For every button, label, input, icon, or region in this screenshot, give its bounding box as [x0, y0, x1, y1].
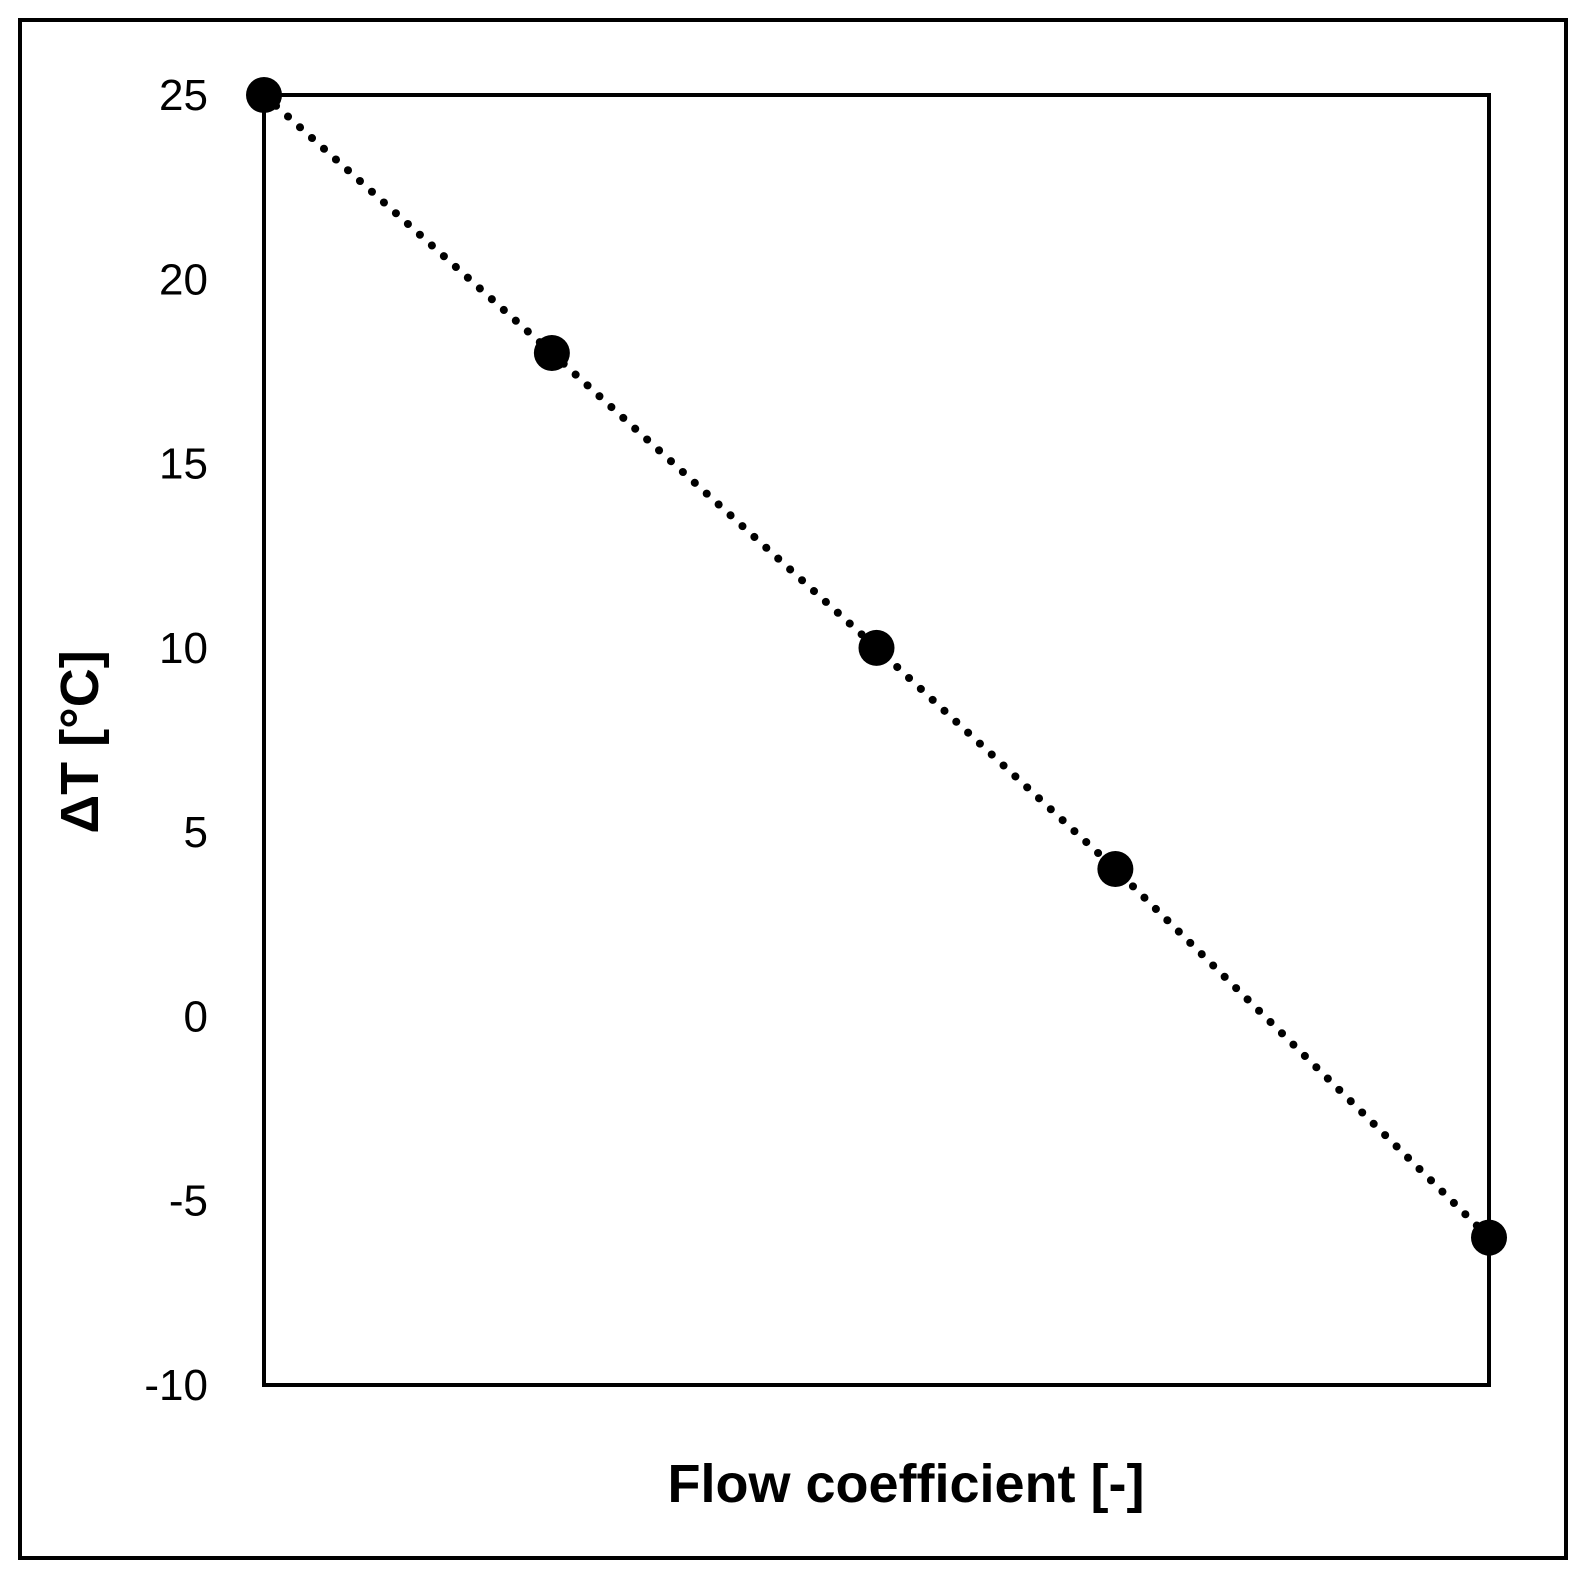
y-tick-labels: 25 20 15 10 5 0 -5 -10	[144, 71, 208, 1410]
series-line	[260, 91, 1493, 1242]
series-points-group	[246, 77, 1507, 1256]
data-point	[246, 77, 282, 113]
x-axis-title: Flow coefficient [-]	[668, 1454, 1145, 1514]
y-tick-label: 10	[159, 624, 208, 673]
chart-figure	[18, 18, 1568, 1560]
y-tick-label: 25	[159, 71, 208, 120]
y-tick-label: -5	[169, 1177, 208, 1226]
y-tick-label: -10	[144, 1361, 208, 1410]
data-point	[1097, 851, 1134, 887]
y-tick-label: 20	[159, 255, 208, 304]
data-point	[533, 335, 570, 371]
y-tick-label: 0	[184, 992, 208, 1041]
series-line-group	[260, 91, 1493, 1242]
y-tick-label: 15	[159, 440, 208, 489]
data-point	[1471, 1219, 1507, 1256]
y-axis-title: ΔT [°C]	[50, 650, 110, 833]
plot-area-frame	[262, 93, 1491, 1387]
y-tick-label: 5	[184, 808, 208, 857]
data-point	[858, 629, 895, 666]
